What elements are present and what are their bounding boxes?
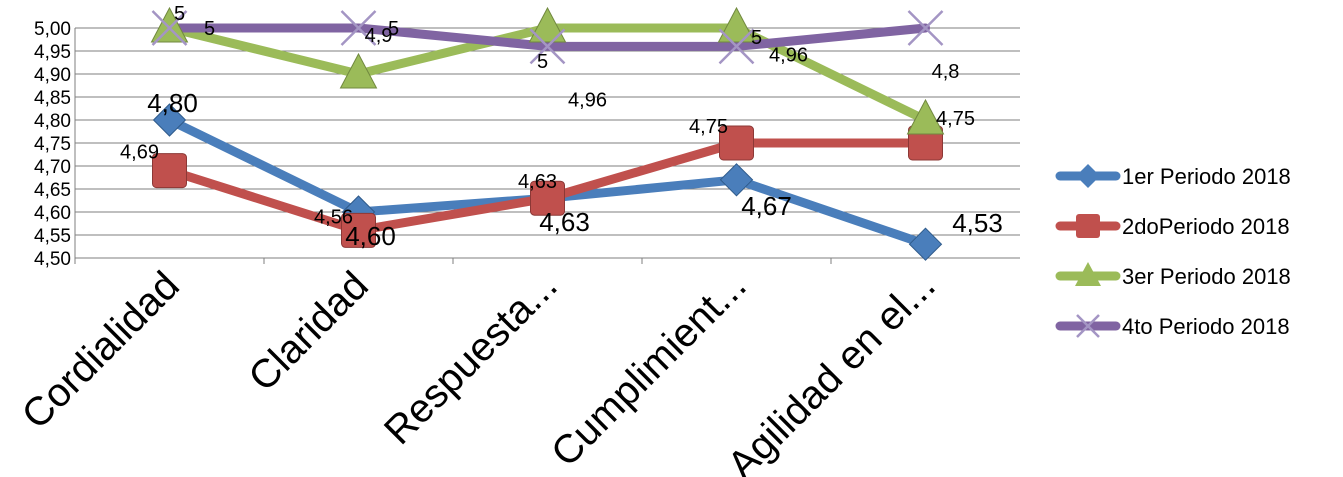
data-label: 4,8 — [932, 61, 960, 83]
data-point — [150, 6, 189, 43]
x-category-label: Cordialidad — [14, 263, 188, 437]
data-label: 4,53 — [952, 208, 1003, 238]
legend-marker — [1076, 314, 1100, 338]
legend-marker — [1076, 214, 1100, 238]
legend-label: 1er Periodo 2018 — [1122, 164, 1291, 189]
y-tick-label: 4,60 — [34, 203, 71, 224]
data-point — [528, 6, 567, 43]
data-point — [719, 125, 754, 161]
y-tick-label: 4,70 — [34, 157, 71, 178]
data-label: 4,9 — [365, 25, 393, 47]
x-category-label: Respuesta... — [376, 263, 566, 453]
data-point — [530, 180, 565, 216]
data-point — [719, 163, 754, 197]
legend-marker — [1075, 262, 1101, 286]
y-tick-label: 4,80 — [34, 111, 71, 132]
y-tick-label: 5,00 — [34, 19, 71, 40]
data-label: 4,75 — [689, 116, 728, 138]
data-label: 4,80 — [147, 88, 198, 118]
y-tick-label: 4,90 — [34, 65, 71, 86]
data-point — [906, 98, 945, 135]
data-point — [908, 227, 943, 261]
data-point — [341, 212, 376, 248]
data-label: 4,63 — [539, 207, 590, 237]
data-label: 4,63 — [518, 171, 557, 193]
data-point — [718, 28, 755, 65]
legend-label: 3er Periodo 2018 — [1122, 264, 1291, 289]
data-label: 4,96 — [769, 44, 808, 66]
data-point — [717, 6, 756, 43]
data-label: 5 — [751, 27, 762, 49]
y-tick-label: 4,50 — [34, 249, 71, 270]
y-tick-label: 4,85 — [34, 88, 71, 109]
data-point — [907, 10, 944, 46]
data-point — [151, 10, 188, 46]
data-label: 5 — [204, 18, 215, 40]
data-label: 5 — [537, 51, 548, 73]
data-point — [340, 10, 377, 46]
y-tick-label: 4,55 — [34, 226, 71, 247]
y-tick-label: 4,95 — [34, 42, 71, 63]
data-label: 4,56 — [314, 206, 353, 228]
data-label: 5 — [388, 18, 399, 40]
legend-marker — [1076, 164, 1100, 188]
legend-label: 2doPeriodo 2018 — [1122, 214, 1290, 239]
legend-label: 4to Periodo 2018 — [1122, 314, 1290, 339]
data-point — [152, 103, 187, 137]
data-label: 4,69 — [120, 142, 159, 164]
x-category-label: Claridad — [240, 263, 376, 399]
data-point — [529, 28, 566, 65]
data-label: 5 — [174, 3, 185, 25]
y-tick-label: 4,75 — [34, 134, 71, 155]
data-label: 4,75 — [936, 108, 975, 130]
x-category-label: Cumplimient... — [543, 263, 755, 475]
data-label: 4,67 — [741, 191, 792, 221]
data-label: 4,60 — [345, 221, 396, 251]
data-point — [152, 153, 187, 189]
y-tick-label: 4,65 — [34, 180, 71, 201]
data-point — [339, 52, 378, 89]
data-label: 4,96 — [568, 89, 607, 111]
